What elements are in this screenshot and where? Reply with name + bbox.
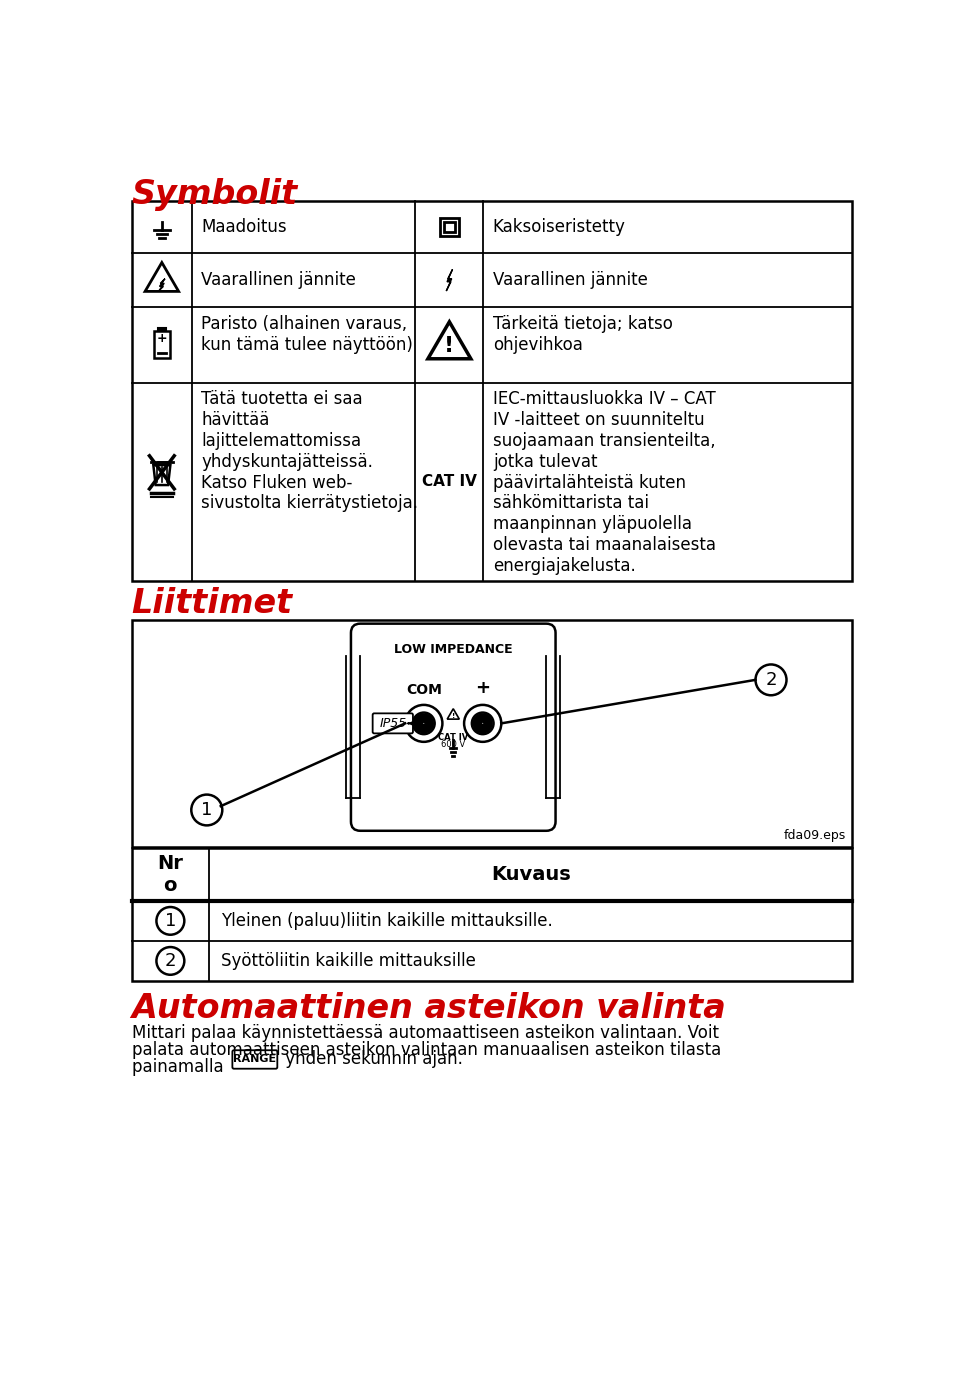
- Text: Liittimet: Liittimet: [132, 587, 293, 621]
- Circle shape: [156, 908, 184, 935]
- Circle shape: [405, 704, 443, 742]
- Polygon shape: [154, 465, 170, 484]
- Bar: [132, 200, 852, 582]
- Text: palata automaattiseen asteikon valintaan manuaalisen asteikon tilasta: palata automaattiseen asteikon valintaan…: [132, 1041, 721, 1059]
- Text: 2: 2: [164, 952, 176, 970]
- Text: yhden sekunnin ajan.: yhden sekunnin ajan.: [280, 1051, 464, 1069]
- FancyBboxPatch shape: [232, 1050, 277, 1069]
- Polygon shape: [447, 709, 459, 720]
- Bar: [132, 849, 852, 981]
- Polygon shape: [446, 270, 452, 291]
- Polygon shape: [145, 263, 179, 291]
- Polygon shape: [158, 278, 165, 291]
- Text: CAT IV: CAT IV: [438, 732, 468, 742]
- Circle shape: [478, 718, 488, 728]
- FancyBboxPatch shape: [372, 713, 413, 734]
- Bar: [440, 219, 459, 237]
- Text: Kaksoiseristetty: Kaksoiseristetty: [492, 219, 626, 237]
- Text: !: !: [444, 337, 454, 356]
- Text: +: +: [156, 333, 167, 345]
- Text: +: +: [475, 679, 491, 697]
- Text: IP55: IP55: [379, 717, 406, 729]
- Text: Paristo (alhainen varaus,
kun tämä tulee näyttöön): Paristo (alhainen varaus, kun tämä tulee…: [202, 315, 413, 354]
- Text: Automaattinen asteikon valinta: Automaattinen asteikon valinta: [132, 991, 727, 1025]
- Text: COM: COM: [406, 683, 442, 697]
- Text: Maadoitus: Maadoitus: [202, 219, 287, 237]
- Text: Vaarallinen jännite: Vaarallinen jännite: [492, 271, 648, 290]
- Circle shape: [472, 713, 493, 734]
- Circle shape: [191, 795, 223, 825]
- Text: 1: 1: [201, 800, 212, 818]
- Text: Tärkeitä tietoja; katso
ohjevihkoa: Tärkeitä tietoja; katso ohjevihkoa: [492, 315, 673, 354]
- Text: Vaarallinen jännite: Vaarallinen jännite: [202, 271, 356, 290]
- Circle shape: [156, 947, 184, 974]
- Circle shape: [464, 704, 501, 742]
- Text: Mittari palaa käynnistettäessä automaattiseen asteikon valintaan. Voit: Mittari palaa käynnistettäessä automaatt…: [132, 1025, 719, 1043]
- Text: LOW IMPEDANCE: LOW IMPEDANCE: [394, 643, 513, 656]
- Text: 2: 2: [765, 671, 777, 689]
- Circle shape: [756, 664, 786, 695]
- Text: CAT IV: CAT IV: [422, 475, 477, 490]
- Bar: [155, 331, 170, 358]
- Text: IEC-mittausluokka IV – CAT
IV -laitteet on suunniteltu
suojaamaan transienteilta: IEC-mittausluokka IV – CAT IV -laitteet …: [492, 390, 716, 575]
- Text: !: !: [451, 714, 455, 720]
- FancyBboxPatch shape: [351, 624, 556, 831]
- Circle shape: [420, 718, 428, 728]
- Bar: [132, 619, 852, 846]
- Bar: [444, 221, 455, 232]
- Text: 600 V: 600 V: [442, 739, 466, 749]
- Text: Kuvaus: Kuvaus: [491, 866, 570, 884]
- Circle shape: [413, 713, 435, 734]
- Text: Tätä tuotetta ei saa
hävittää
lajittelemattomissa
yhdyskuntajätteissä.
Katso Flu: Tätä tuotetta ei saa hävittää lajittelem…: [202, 390, 419, 512]
- Text: Syöttöliitin kaikille mittauksille: Syöttöliitin kaikille mittauksille: [221, 952, 475, 970]
- Text: fda09.eps: fda09.eps: [784, 830, 846, 842]
- Text: RANGE: RANGE: [233, 1055, 276, 1065]
- Text: Symbolit: Symbolit: [132, 178, 298, 210]
- Polygon shape: [428, 322, 470, 359]
- Bar: [158, 327, 166, 331]
- Text: painamalla: painamalla: [132, 1058, 228, 1076]
- Text: Yleinen (paluu)liitin kaikille mittauksille.: Yleinen (paluu)liitin kaikille mittauksi…: [221, 912, 553, 930]
- Text: Nr
o: Nr o: [157, 855, 183, 895]
- Text: 1: 1: [165, 912, 176, 930]
